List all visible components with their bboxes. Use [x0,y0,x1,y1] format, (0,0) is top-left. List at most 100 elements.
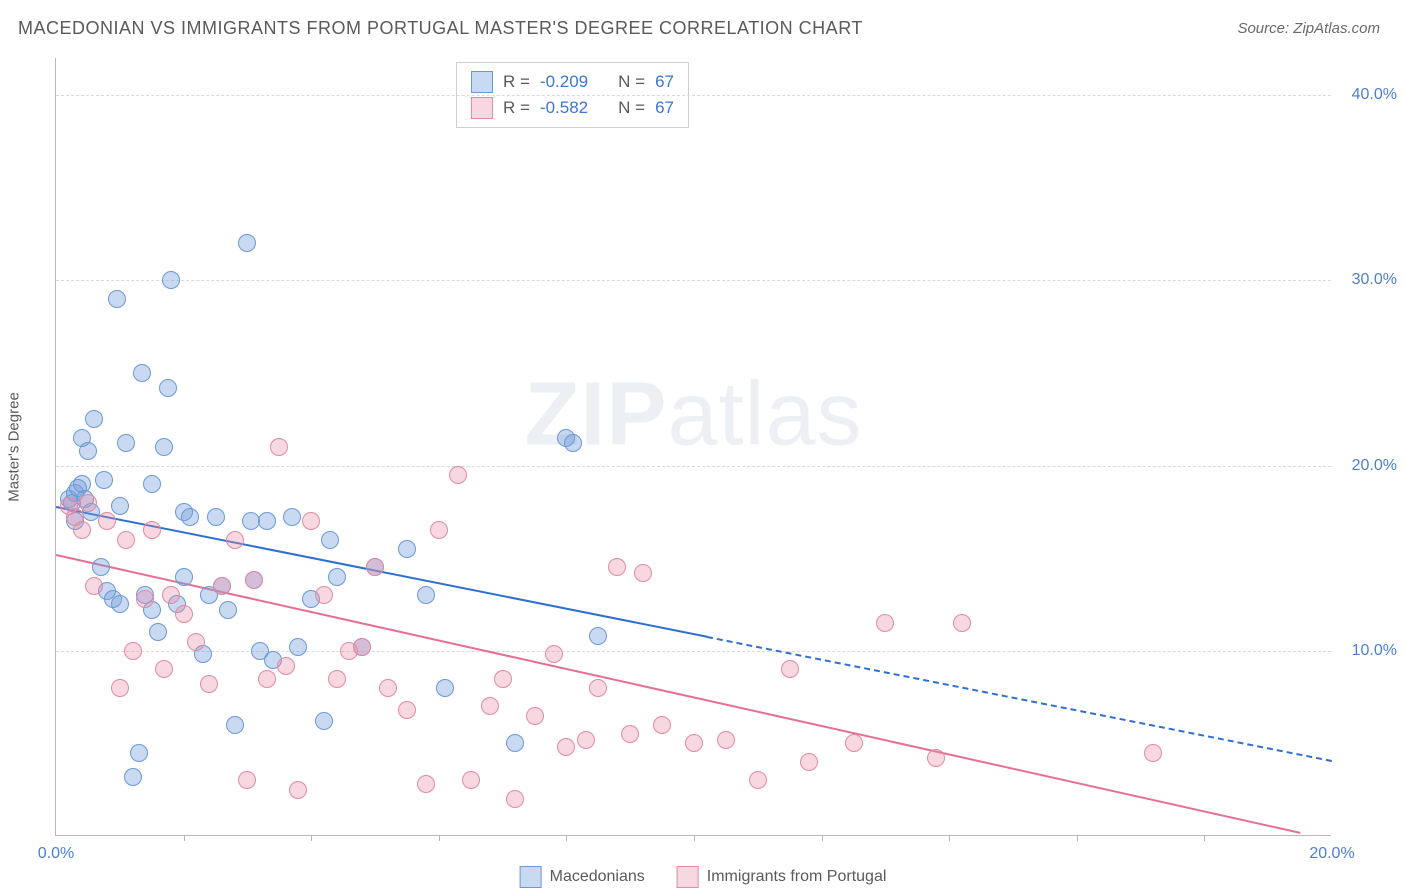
data-point-portugal [430,521,448,539]
x-tick-label: 20.0% [1309,845,1354,863]
data-point-portugal [85,577,103,595]
data-point-portugal [245,571,263,589]
data-point-portugal [226,531,244,549]
series-swatch [471,97,493,119]
data-point-macedonians [328,568,346,586]
gridline [56,280,1331,281]
data-point-portugal [117,531,135,549]
n-value: 67 [655,98,674,118]
data-point-portugal [1144,744,1162,762]
data-point-macedonians [108,290,126,308]
data-point-macedonians [133,364,151,382]
regression-line [56,554,1301,834]
y-tick-label: 20.0% [1352,457,1397,475]
data-point-portugal [379,679,397,697]
x-tick-label: 0.0% [38,845,74,863]
data-point-portugal [506,790,524,808]
data-point-portugal [111,679,129,697]
data-point-portugal [328,670,346,688]
data-point-portugal [258,670,276,688]
stats-row: R =-0.209N =67 [471,69,674,95]
data-point-macedonians [506,734,524,752]
data-point-portugal [143,521,161,539]
data-point-portugal [577,731,595,749]
data-point-portugal [187,633,205,651]
x-tick-mark [822,835,823,841]
data-point-macedonians [315,712,333,730]
data-point-macedonians [564,434,582,452]
watermark-rest: atlas [667,365,862,465]
data-point-portugal [98,512,116,530]
source-attribution: Source: ZipAtlas.com [1237,20,1380,37]
x-tick-mark [949,835,950,841]
data-point-macedonians [117,434,135,452]
data-point-portugal [449,466,467,484]
data-point-macedonians [95,471,113,489]
data-point-macedonians [130,744,148,762]
n-label: N = [618,98,645,118]
data-point-macedonians [417,586,435,604]
x-tick-mark [1204,835,1205,841]
data-point-macedonians [238,234,256,252]
data-point-portugal [366,558,384,576]
data-point-portugal [845,734,863,752]
n-label: N = [618,72,645,92]
data-point-portugal [653,716,671,734]
gridline [56,651,1331,652]
r-value: -0.209 [540,72,588,92]
data-point-macedonians [124,768,142,786]
x-tick-mark [184,835,185,841]
x-tick-mark [694,835,695,841]
watermark-bold: ZIP [524,365,667,465]
data-point-macedonians [436,679,454,697]
data-point-macedonians [226,716,244,734]
data-point-macedonians [219,601,237,619]
stats-row: R = -0.582 N = 67 [471,95,674,121]
data-point-macedonians [283,508,301,526]
gridline [56,466,1331,467]
y-tick-label: 10.0% [1352,642,1397,660]
data-point-portugal [238,771,256,789]
data-point-portugal [608,558,626,576]
data-point-macedonians [207,508,225,526]
data-point-portugal [685,734,703,752]
r-label: R = [503,98,530,118]
series-legend: Macedonians Immigrants from Portugal [520,866,887,888]
series-swatch [471,71,493,93]
data-point-portugal [136,590,154,608]
data-point-portugal [353,638,371,656]
data-point-macedonians [398,540,416,558]
data-point-macedonians [162,271,180,289]
data-point-macedonians [289,638,307,656]
y-axis-label: Master's Degree [6,392,23,502]
data-point-portugal [124,642,142,660]
data-point-portugal [545,645,563,663]
data-point-portugal [526,707,544,725]
data-point-macedonians [155,438,173,456]
scatter-plot-area: Master's Degree ZIPatlas R =-0.209N =67R… [55,58,1331,836]
data-point-portugal [927,749,945,767]
data-point-portugal [953,614,971,632]
legend-label: Immigrants from Portugal [707,868,887,886]
legend-label: Macedonians [550,868,645,886]
data-point-portugal [302,512,320,530]
data-point-macedonians [85,410,103,428]
data-point-portugal [162,586,180,604]
data-point-portugal [717,731,735,749]
r-value: -0.582 [540,98,588,118]
data-point-macedonians [111,595,129,613]
data-point-macedonians [175,568,193,586]
data-point-portugal [213,577,231,595]
legend-swatch [677,866,699,888]
x-tick-mark [439,835,440,841]
regression-line [707,636,1333,762]
data-point-portugal [462,771,480,789]
data-point-macedonians [92,558,110,576]
legend-item: Macedonians [520,866,645,888]
data-point-portugal [481,697,499,715]
data-point-portugal [73,521,91,539]
legend-item: Immigrants from Portugal [677,866,887,888]
data-point-macedonians [321,531,339,549]
data-point-portugal [289,781,307,799]
data-point-portugal [634,564,652,582]
